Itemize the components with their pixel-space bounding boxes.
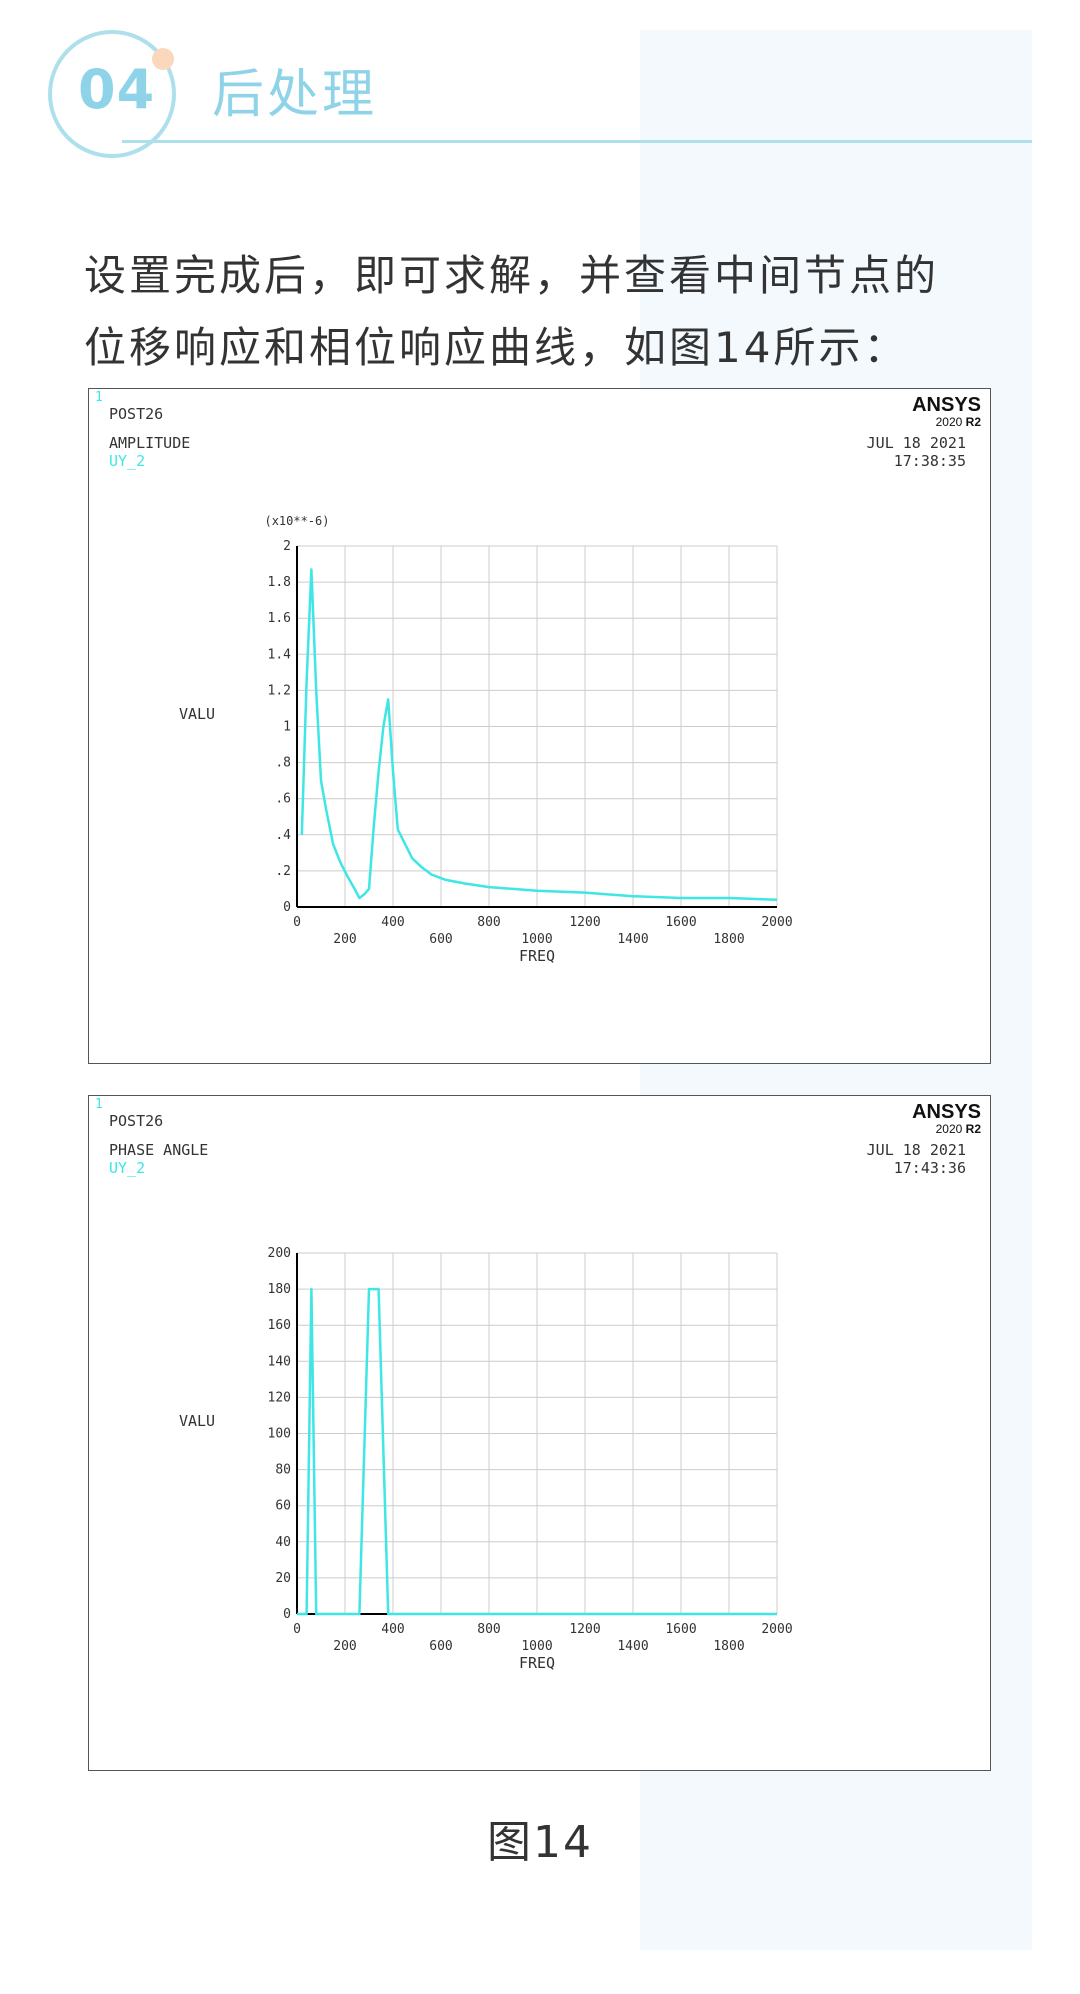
y-tick-label: .2	[275, 864, 291, 879]
x-tick-label: 1600	[665, 915, 696, 930]
x-tick-label: 200	[333, 932, 356, 947]
window-number: 1	[95, 390, 103, 405]
y-tick-label: 0	[283, 1607, 291, 1622]
y-tick-label: 1.4	[268, 647, 292, 662]
x-tick-label: 800	[477, 915, 500, 930]
intro-line-2: 位移响应和相位响应曲线，如图14所示：	[84, 323, 909, 372]
variable-label: UY_2	[109, 452, 145, 470]
y-tick-label: 1.6	[268, 611, 291, 626]
x-tick-label: 1400	[617, 932, 648, 947]
y-tick-label: 200	[268, 1246, 291, 1261]
x-tick-label: 400	[381, 915, 404, 930]
version-release: R2	[966, 1122, 982, 1136]
variable-label: UY_2	[109, 1159, 145, 1177]
x-tick-label: 1200	[569, 1622, 600, 1637]
y-tick-label: 120	[268, 1390, 291, 1405]
x-tick-label: 1000	[521, 932, 552, 947]
x-tick-label: 1800	[713, 1639, 744, 1654]
x-tick-label: 1400	[617, 1639, 648, 1654]
version-release: R2	[966, 415, 982, 429]
y-tick-label: .4	[275, 828, 291, 843]
x-tick-label: 400	[381, 1622, 404, 1637]
series-line-uy-2	[297, 1287, 777, 1616]
y-tick-label: 160	[268, 1318, 291, 1333]
y-tick-label: 180	[268, 1282, 291, 1297]
y-tick-label: 1.8	[268, 575, 291, 590]
y-multiplier-label: (x10**-6)	[264, 514, 329, 528]
x-tick-label: 0	[293, 915, 301, 930]
section-title: 后处理	[212, 65, 378, 125]
date-label: JUL 18 2021	[867, 434, 966, 452]
x-axis-label: FREQ	[519, 947, 555, 965]
y-tick-label: 1.2	[268, 683, 291, 698]
y-tick-label: 100	[268, 1427, 291, 1442]
x-tick-label: 1600	[665, 1622, 696, 1637]
y-tick-label: .6	[275, 792, 291, 807]
badge-dot-decoration	[152, 48, 174, 70]
quantity-label: AMPLITUDE	[109, 434, 190, 452]
x-tick-label: 200	[333, 1639, 356, 1654]
x-tick-label: 2000	[761, 1622, 792, 1637]
y-tick-label: 80	[275, 1463, 291, 1478]
x-tick-label: 800	[477, 1622, 500, 1637]
section-badge-ring	[48, 30, 176, 158]
post-processor-label: POST26	[109, 405, 163, 423]
brand-logo: ANSYS	[912, 394, 981, 416]
y-axis-label: VALU	[179, 705, 215, 723]
time-label: 17:43:36	[894, 1159, 966, 1177]
version-label: 2020 R2	[936, 415, 982, 429]
phase-plot-window: 1 POST26 PHASE ANGLE UY_2 ANSYS 2020 R2 JUL 18…	[88, 1095, 991, 1771]
y-tick-label: 140	[268, 1354, 291, 1369]
y-tick-label: 0	[283, 900, 291, 915]
x-tick-label: 1200	[569, 915, 600, 930]
version-year: 2020	[936, 1122, 966, 1136]
y-tick-label: 1	[283, 720, 291, 735]
post-processor-label: POST26	[109, 1112, 163, 1130]
x-tick-label: 600	[429, 1639, 452, 1654]
y-tick-label: .8	[275, 756, 291, 771]
x-tick-label: 600	[429, 932, 452, 947]
section-number: 04	[78, 58, 156, 121]
x-tick-label: 1800	[713, 932, 744, 947]
date-label: JUL 18 2021	[867, 1141, 966, 1159]
x-axis-label: FREQ	[519, 1654, 555, 1672]
x-tick-label: 2000	[761, 915, 792, 930]
version-year: 2020	[936, 415, 966, 429]
time-label: 17:38:35	[894, 452, 966, 470]
y-tick-label: 60	[275, 1499, 291, 1514]
brand-logo: ANSYS	[912, 1101, 981, 1123]
header-divider	[122, 140, 1032, 143]
figure-caption: 图14	[487, 1817, 593, 1868]
amplitude-plot-window: 1 POST26 AMPLITUDE UY_2 ANSYS 2020 R2 JUL 18 2…	[88, 388, 991, 1064]
y-tick-label: 2	[283, 539, 291, 554]
version-label: 2020 R2	[936, 1122, 982, 1136]
x-tick-label: 0	[293, 1622, 301, 1637]
y-tick-label: 20	[275, 1571, 291, 1586]
intro-paragraph: 设置完成后，即可求解，并查看中间节点的 位移响应和相位响应曲线，如图14所示：	[84, 240, 1024, 384]
quantity-label: PHASE ANGLE	[109, 1141, 208, 1159]
y-axis-label: VALU	[179, 1412, 215, 1430]
window-number: 1	[95, 1097, 103, 1112]
section-header: 04 后处理	[0, 0, 1080, 170]
y-tick-label: 40	[275, 1535, 291, 1550]
x-tick-label: 1000	[521, 1639, 552, 1654]
series-line-uy-2	[300, 568, 778, 902]
intro-line-1: 设置完成后，即可求解，并查看中间节点的	[84, 251, 940, 300]
